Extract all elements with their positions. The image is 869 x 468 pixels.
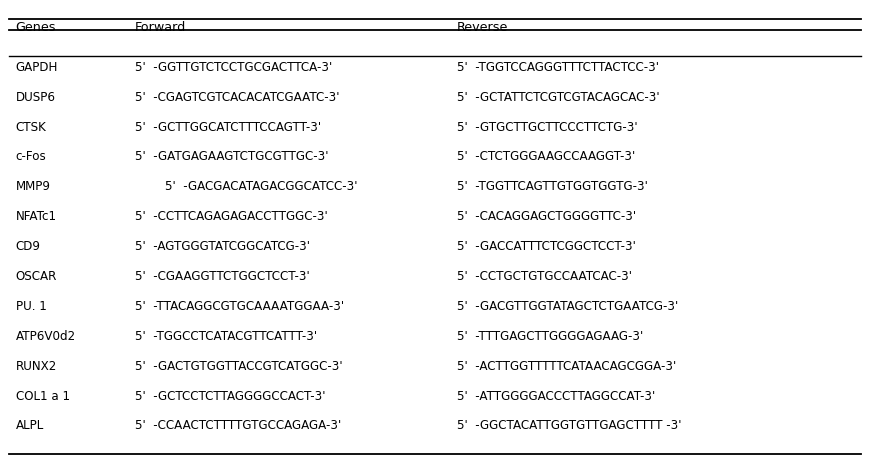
Text: MMP9: MMP9 bbox=[16, 180, 50, 193]
Text: DUSP6: DUSP6 bbox=[16, 91, 56, 104]
Text: 5'  -ATTGGGGACCCTTAGGCCAT-3': 5' -ATTGGGGACCCTTAGGCCAT-3' bbox=[456, 389, 654, 402]
Text: 5'  -TGGTTCAGTTGTGGTGGTG-3': 5' -TGGTTCAGTTGTGGTGGTG-3' bbox=[456, 180, 647, 193]
Text: 5'  -GGTTGTCTCCTGCGACTTCA-3': 5' -GGTTGTCTCCTGCGACTTCA-3' bbox=[135, 61, 332, 74]
Text: 5'  -CCTTCAGAGAGACCTTGGC-3': 5' -CCTTCAGAGAGACCTTGGC-3' bbox=[135, 210, 328, 223]
Text: NFATc1: NFATc1 bbox=[16, 210, 56, 223]
Text: Genes: Genes bbox=[16, 21, 56, 34]
Text: 5'  -AGTGGGTATCGGCATCG-3': 5' -AGTGGGTATCGGCATCG-3' bbox=[135, 240, 309, 253]
Text: CD9: CD9 bbox=[16, 240, 41, 253]
Text: 5'  -CCAACTCTTTTGTGCCAGAGA-3': 5' -CCAACTCTTTTGTGCCAGAGA-3' bbox=[135, 419, 341, 432]
Text: Reverse: Reverse bbox=[456, 21, 507, 34]
Text: ATP6V0d2: ATP6V0d2 bbox=[16, 330, 76, 343]
Text: 5'  -GACGACATAGACGGCATCC-3': 5' -GACGACATAGACGGCATCC-3' bbox=[135, 180, 357, 193]
Text: COL1 a 1: COL1 a 1 bbox=[16, 389, 70, 402]
Text: 5'  -GCTATTCTCGTCGTACAGCAC-3': 5' -GCTATTCTCGTCGTACAGCAC-3' bbox=[456, 91, 659, 104]
Text: 5'  -GACTGTGGTTACCGTCATGGC-3': 5' -GACTGTGGTTACCGTCATGGC-3' bbox=[135, 359, 342, 373]
Text: 5'  -GGCTACATTGGTGTTGAGCTTTT -3': 5' -GGCTACATTGGTGTTGAGCTTTT -3' bbox=[456, 419, 680, 432]
Text: 5'  -TGGTCCAGGGTTTCTTACTCC-3': 5' -TGGTCCAGGGTTTCTTACTCC-3' bbox=[456, 61, 658, 74]
Text: 5'  -TTTGAGCTTGGGGAGAAG-3': 5' -TTTGAGCTTGGGGAGAAG-3' bbox=[456, 330, 642, 343]
Text: RUNX2: RUNX2 bbox=[16, 359, 57, 373]
Text: 5'  -CTCTGGGAAGCCAAGGT-3': 5' -CTCTGGGAAGCCAAGGT-3' bbox=[456, 151, 634, 163]
Text: c-Fos: c-Fos bbox=[16, 151, 46, 163]
Text: 5'  -CGAAGGTTCTGGCTCCT-3': 5' -CGAAGGTTCTGGCTCCT-3' bbox=[135, 270, 309, 283]
Text: 5'  -CGAGTCGTCACACATCGAATC-3': 5' -CGAGTCGTCACACATCGAATC-3' bbox=[135, 91, 339, 104]
Text: 5'  -GTGCTTGCTTCCCTTCTG-3': 5' -GTGCTTGCTTCCCTTCTG-3' bbox=[456, 121, 637, 133]
Text: 5'  -CCTGCTGTGCCAATCAC-3': 5' -CCTGCTGTGCCAATCAC-3' bbox=[456, 270, 631, 283]
Text: PU. 1: PU. 1 bbox=[16, 300, 46, 313]
Text: CTSK: CTSK bbox=[16, 121, 46, 133]
Text: 5'  -GATGAGAAGTCTGCGTTGC-3': 5' -GATGAGAAGTCTGCGTTGC-3' bbox=[135, 151, 328, 163]
Text: 5'  -GCTCCTCTTAGGGGCCACT-3': 5' -GCTCCTCTTAGGGGCCACT-3' bbox=[135, 389, 325, 402]
Text: 5'  -TGGCCTCATACGTTCATTT-3': 5' -TGGCCTCATACGTTCATTT-3' bbox=[135, 330, 316, 343]
Text: 5'  -CACAGGAGCTGGGGTTC-3': 5' -CACAGGAGCTGGGGTTC-3' bbox=[456, 210, 635, 223]
Text: 5'  -GACCATTTCTCGGCTCCT-3': 5' -GACCATTTCTCGGCTCCT-3' bbox=[456, 240, 635, 253]
Text: ALPL: ALPL bbox=[16, 419, 43, 432]
Text: 5'  -GCTTGGCATCTTTCCAGTT-3': 5' -GCTTGGCATCTTTCCAGTT-3' bbox=[135, 121, 321, 133]
Text: 5'  -GACGTTGGTATAGCTCTGAATCG-3': 5' -GACGTTGGTATAGCTCTGAATCG-3' bbox=[456, 300, 677, 313]
Text: 5'  -ACTTGGTTTTTCATAACAGCGGA-3': 5' -ACTTGGTTTTTCATAACAGCGGA-3' bbox=[456, 359, 675, 373]
Text: OSCAR: OSCAR bbox=[16, 270, 57, 283]
Text: Forward: Forward bbox=[135, 21, 186, 34]
Text: GAPDH: GAPDH bbox=[16, 61, 58, 74]
Text: 5'  -TTACAGGCGTGCAAAATGGAA-3': 5' -TTACAGGCGTGCAAAATGGAA-3' bbox=[135, 300, 343, 313]
